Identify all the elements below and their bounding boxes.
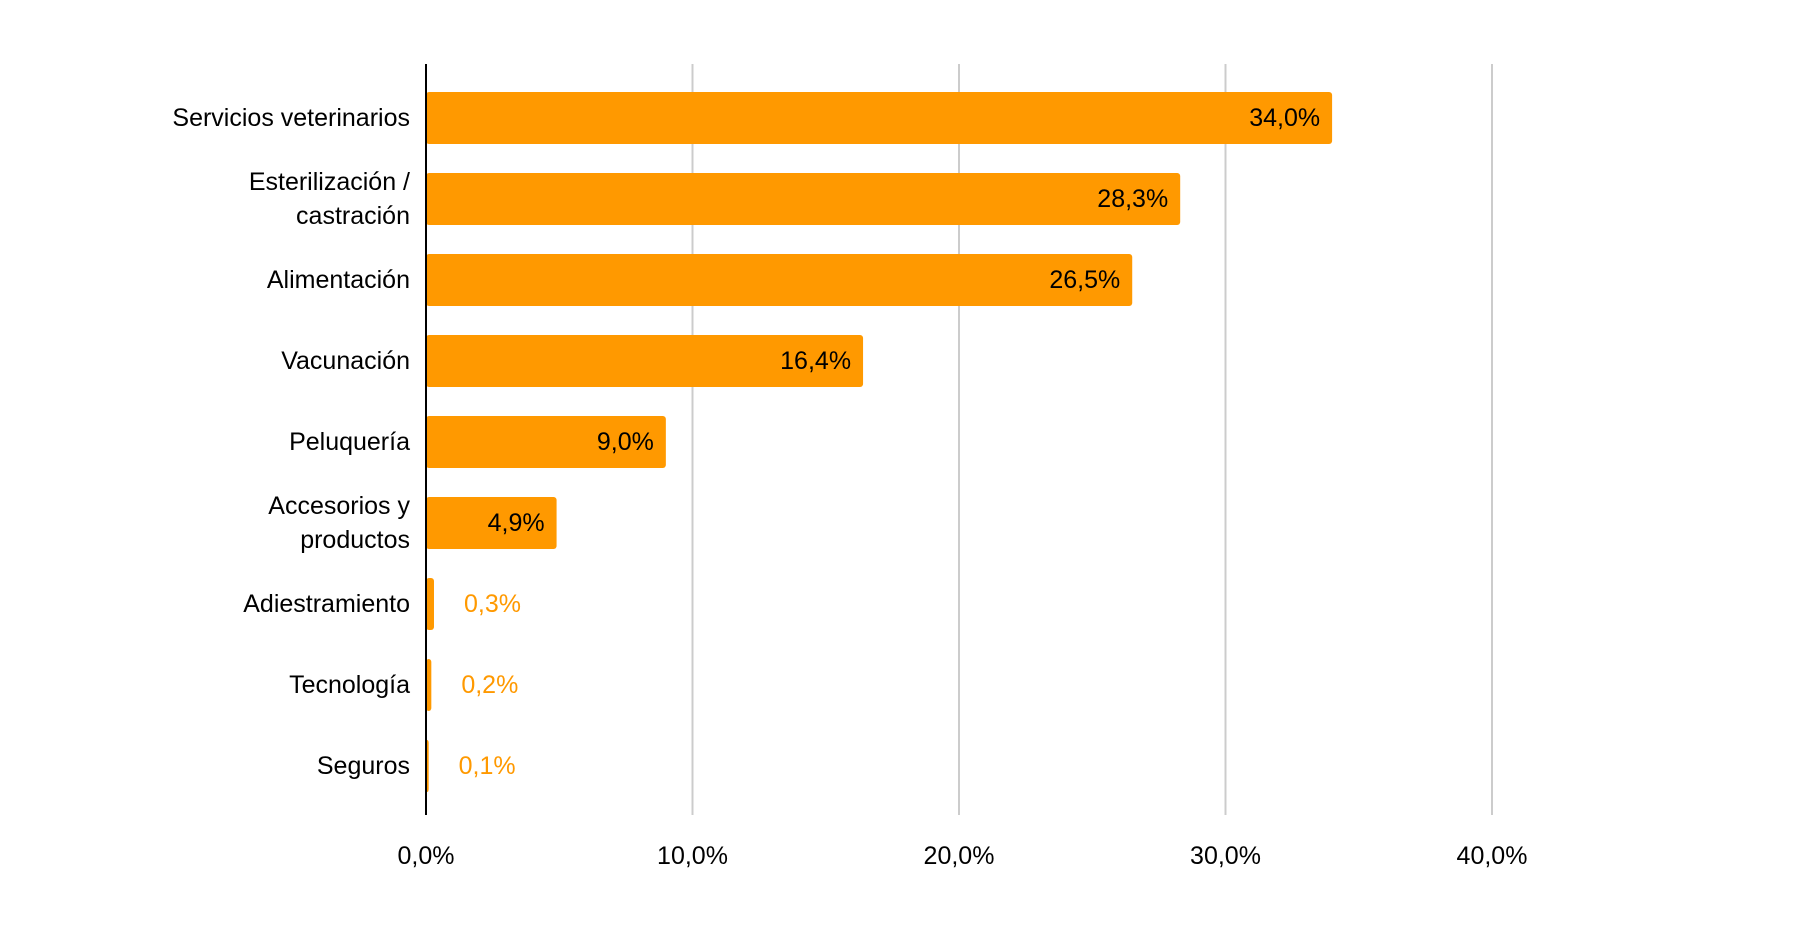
x-tick-label-1: 10,0% xyxy=(657,842,728,870)
category-label-6: Adiestramiento xyxy=(243,590,410,618)
category-label-7: Tecnología xyxy=(289,671,410,699)
value-label-7: 0,2% xyxy=(461,671,518,699)
value-label-5: 4,9% xyxy=(488,509,545,537)
bar-2 xyxy=(426,254,1133,306)
category-label-0: Servicios veterinarios xyxy=(172,104,410,132)
bar-3 xyxy=(426,335,864,387)
category-label-2: Alimentación xyxy=(267,266,410,294)
value-label-0: 34,0% xyxy=(1249,104,1320,132)
category-label-5: Accesorios y productos xyxy=(268,492,410,554)
bar-7 xyxy=(426,659,432,711)
bar-4 xyxy=(426,416,666,468)
x-tick-label-4: 40,0% xyxy=(1457,842,1528,870)
bar-0 xyxy=(426,92,1333,144)
category-label-3: Vacunación xyxy=(281,347,410,375)
x-tick-label-2: 20,0% xyxy=(924,842,995,870)
bar-6 xyxy=(426,578,434,630)
x-tick-label-3: 30,0% xyxy=(1190,842,1261,870)
category-label-1: Esterilización / castración xyxy=(249,168,410,230)
bar-5 xyxy=(426,497,557,549)
value-label-4: 9,0% xyxy=(597,428,654,456)
bar-1 xyxy=(426,173,1181,225)
value-label-1: 28,3% xyxy=(1097,185,1168,213)
x-tick-labels: 0,0% 10,0% 20,0% 30,0% 40,0% xyxy=(398,842,1528,870)
value-label-2: 26,5% xyxy=(1049,266,1120,294)
x-tick-label-0: 0,0% xyxy=(398,842,455,870)
value-label-3: 16,4% xyxy=(780,347,851,375)
category-label-8: Seguros xyxy=(317,752,410,780)
bars xyxy=(426,92,1333,792)
category-labels: Servicios veterinarios Esterilización / ca… xyxy=(172,104,410,780)
value-label-8: 0,1% xyxy=(459,752,516,780)
category-label-4: Peluquería xyxy=(289,428,410,456)
value-labels: 34,0% 28,3% 26,5% 16,4% 9,0% 4,9% 0,3% 0,2% 0,1% xyxy=(459,104,1320,780)
value-label-6: 0,3% xyxy=(464,590,521,618)
